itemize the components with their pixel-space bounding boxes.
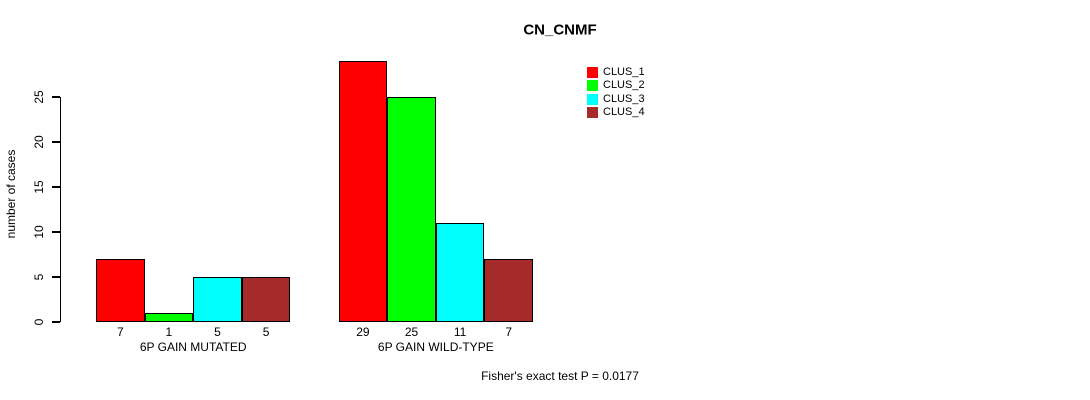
x-category-label-6p-gain-wild-type: 6P GAIN WILD-TYPE <box>377 339 494 354</box>
bar-value-label: 5 <box>262 324 270 339</box>
y-tick-label: 10 <box>31 225 46 239</box>
bar-value-label: 1 <box>165 324 173 339</box>
legend-label: CLUS_2 <box>603 79 645 92</box>
y-tick-label: 25 <box>31 90 46 104</box>
bar-clus-1-6p-gain-wild-type <box>338 61 388 322</box>
y-tick-mark <box>51 276 60 278</box>
bar-value-label: 7 <box>116 324 124 339</box>
bar-clus-3-6p-gain-wild-type <box>435 223 485 322</box>
bar-value-label: 25 <box>404 324 419 339</box>
bar-clus-3-6p-gain-mutated <box>193 277 242 322</box>
y-tick-label: 0 <box>31 318 46 326</box>
chart-title: CN_CNMF <box>523 21 597 38</box>
legend-swatch-clus-3 <box>587 93 598 105</box>
legend-label: CLUS_1 <box>603 66 645 79</box>
bar-clus-2-6p-gain-mutated <box>144 313 194 322</box>
legend-item-clus-4: CLUS_4 <box>587 106 645 119</box>
legend-label: CLUS_4 <box>603 106 645 119</box>
bar-value-label: 5 <box>214 324 221 339</box>
y-tick-mark <box>51 231 60 233</box>
legend-item-clus-2: CLUS_2 <box>587 79 645 92</box>
bar-value-label: 11 <box>453 324 467 339</box>
x-category-label-6p-gain-mutated: 6P GAIN MUTATED <box>139 339 247 354</box>
y-tick-label: 15 <box>31 180 46 194</box>
legend-swatch-clus-2 <box>587 80 598 92</box>
bar-clus-2-6p-gain-wild-type <box>387 97 436 322</box>
legend: CLUS_1 CLUS_2 CLUS_3 CLUS_4 <box>587 66 645 119</box>
y-tick-mark <box>51 141 60 143</box>
y-tick-label: 20 <box>31 135 46 149</box>
bar-clus-1-6p-gain-mutated <box>96 259 145 322</box>
y-tick-mark <box>51 321 60 323</box>
y-tick-mark <box>51 186 60 188</box>
legend-swatch-clus-1 <box>587 67 598 79</box>
legend-item-clus-3: CLUS_3 <box>587 93 645 106</box>
legend-item-clus-1: CLUS_1 <box>587 66 645 79</box>
bar-value-label: 7 <box>505 324 513 339</box>
bar-value-label: 29 <box>356 324 370 339</box>
y-tick-label: 5 <box>31 273 46 281</box>
legend-label: CLUS_3 <box>603 92 645 105</box>
bar-clus-4-6p-gain-mutated <box>241 277 291 322</box>
y-tick-mark <box>51 96 60 98</box>
legend-swatch-clus-4 <box>587 107 598 119</box>
annotation-fisher-test: Fisher's exact test P = 0.0177 <box>481 369 639 383</box>
y-axis-line <box>59 97 61 322</box>
bar-clus-4-6p-gain-wild-type <box>484 259 533 322</box>
